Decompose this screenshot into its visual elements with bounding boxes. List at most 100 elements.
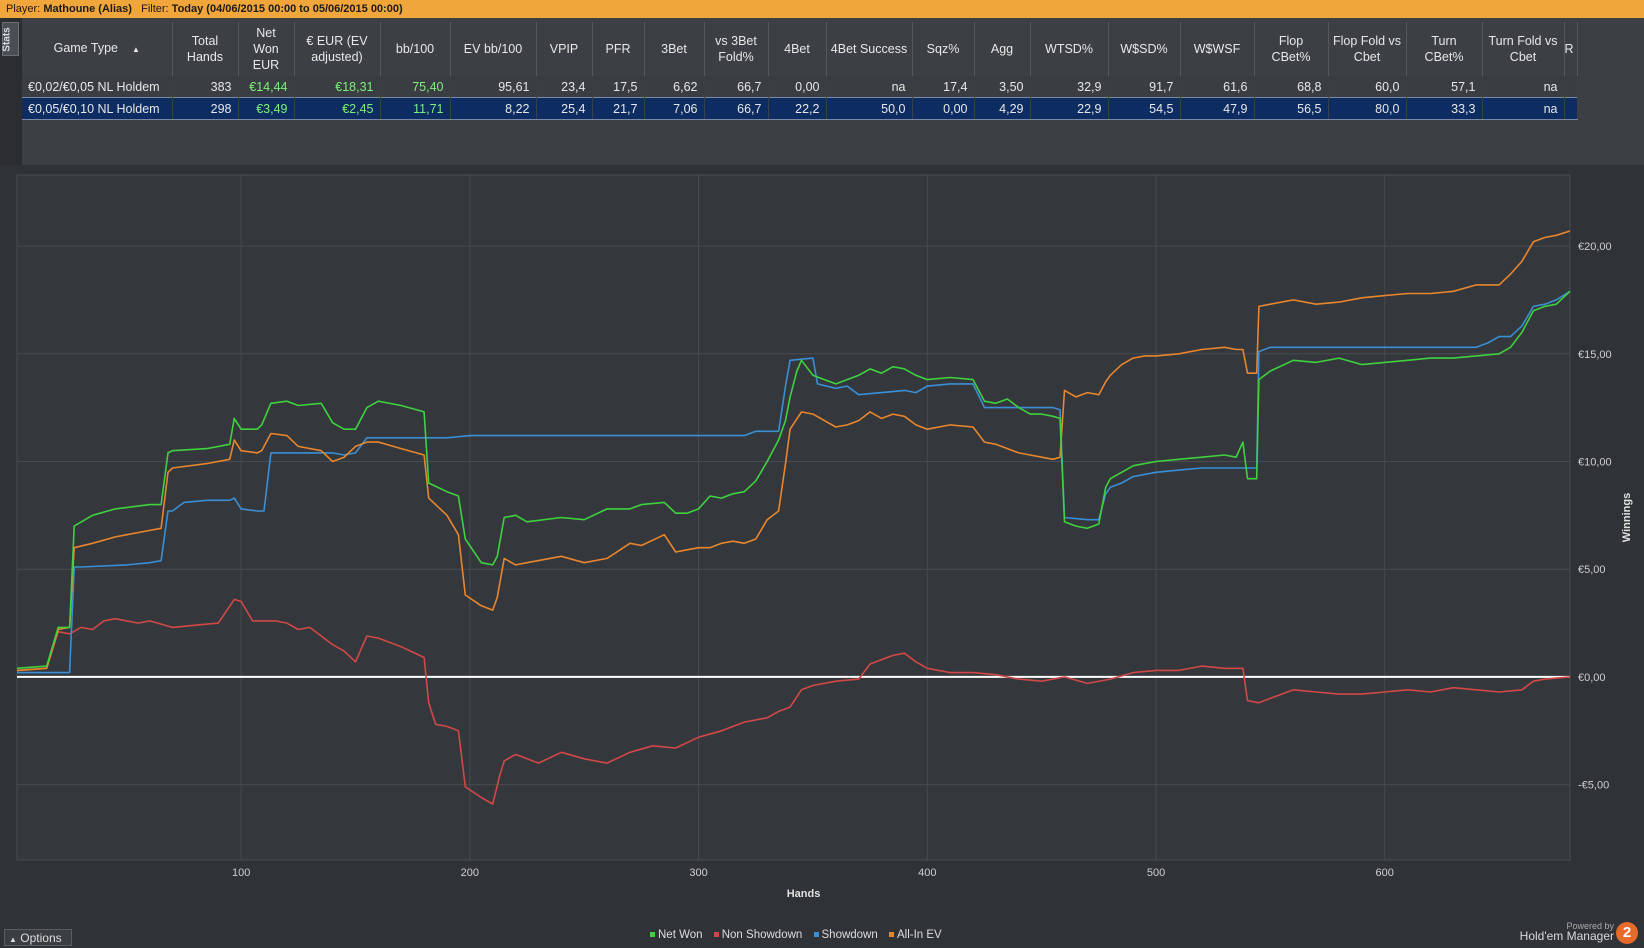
cell: 0,00 [768, 76, 827, 98]
series-line-net-won [16, 290, 1571, 670]
col-header[interactable]: vs 3Bet Fold% [704, 22, 769, 76]
cell: 54,5 [1108, 97, 1181, 120]
col-header[interactable]: Total Hands [172, 22, 239, 76]
cell: 47,9 [1180, 97, 1255, 120]
y-tick-label: €15,00 [1578, 349, 1612, 361]
cell: 66,7 [704, 97, 769, 120]
filter-value[interactable]: Today (04/06/2015 00:00 to 05/06/2015 00… [171, 3, 403, 15]
series-line-non-showdown [16, 598, 1571, 805]
cell: 298 [172, 97, 239, 120]
col-header[interactable]: Sqz% [912, 22, 975, 76]
col-header[interactable]: W$SD% [1108, 22, 1181, 76]
col-header[interactable]: VPIP [536, 22, 593, 76]
cell: 25,4 [536, 97, 593, 120]
cell: 0,00 [912, 97, 975, 120]
cell: 21,7 [592, 97, 645, 120]
col-header[interactable]: Turn Fold vs Cbet [1482, 22, 1565, 76]
x-tick-label: 500 [1147, 867, 1165, 879]
cell: €14,44 [238, 76, 295, 98]
stats-side-tab[interactable]: Stats [2, 22, 19, 56]
col-header[interactable]: WTSD% [1030, 22, 1109, 76]
col-header[interactable]: Flop Fold vs Cbet [1328, 22, 1407, 76]
col-header[interactable]: Net Won EUR [238, 22, 295, 76]
col-header[interactable]: EV bb/100 [450, 22, 537, 76]
cell: 11,71 [380, 97, 451, 120]
col-header[interactable]: 4Bet Success [826, 22, 913, 76]
cell: na [1482, 97, 1565, 120]
x-tick-label: 600 [1376, 867, 1394, 879]
series-line-showdown [17, 290, 1571, 674]
winnings-chart-panel: 100 200 300 400 500 600 €20,00 €15,00 €10,00 €5,0… [0, 165, 1644, 946]
cell: 17,5 [592, 76, 645, 98]
cell: 66,7 [704, 76, 769, 98]
col-header[interactable]: Agg [974, 22, 1031, 76]
brand-name: Hold'em Manager [1519, 929, 1614, 943]
options-button[interactable]: ▲ Options [4, 929, 72, 946]
cell-game-type: €0,02/€0,05 NL Holdem [22, 76, 173, 98]
table-row[interactable]: €0,02/€0,05 NL Holdem 383 €14,44 €18,31 … [22, 76, 1578, 98]
winnings-chart[interactable]: 100 200 300 400 500 600 €20,00 €15,00 €10,00 €5,0… [0, 165, 1644, 925]
hm2-logo-icon: 2 [1616, 922, 1638, 944]
cell: 32,9 [1030, 76, 1109, 98]
legend-item[interactable]: Net Won [650, 929, 703, 941]
player-name[interactable]: Mathoune (Alias) [43, 3, 132, 15]
col-header[interactable]: bb/100 [380, 22, 451, 76]
cell [1564, 97, 1578, 120]
x-tick-label: 100 [232, 867, 250, 879]
cell: 56,5 [1254, 97, 1329, 120]
col-header[interactable]: Flop CBet% [1254, 22, 1329, 76]
cell: 50,0 [826, 97, 913, 120]
cell: 33,3 [1406, 97, 1483, 120]
cell: 80,0 [1328, 97, 1407, 120]
filter-label: Filter: [141, 3, 169, 15]
cell: 383 [172, 76, 239, 98]
cell: 3,50 [974, 76, 1031, 98]
col-header[interactable]: Turn CBet% [1406, 22, 1483, 76]
chevron-up-icon: ▲ [9, 935, 17, 944]
cell: 91,7 [1108, 76, 1181, 98]
cell-game-type: €0,05/€0,10 NL Holdem [22, 97, 173, 120]
cell: na [1482, 76, 1565, 98]
cell: 22,9 [1030, 97, 1109, 120]
cell: 61,6 [1180, 76, 1255, 98]
brand-block: Powered by Hold'em Manager [1519, 921, 1614, 943]
col-header[interactable]: W$WSF [1180, 22, 1255, 76]
options-label: Options [20, 931, 62, 945]
y-tick-label: -€5,00 [1578, 780, 1609, 792]
y-tick-label: €5,00 [1578, 564, 1606, 576]
table-row-selected[interactable]: €0,05/€0,10 NL Holdem 298 €3,49 €2,45 11… [22, 97, 1578, 120]
y-axis-label: Winnings [1621, 493, 1633, 542]
col-header[interactable]: PFR [592, 22, 645, 76]
cell: 68,8 [1254, 76, 1329, 98]
cell: €2,45 [294, 97, 381, 120]
cell: 4,29 [974, 97, 1031, 120]
cell: 6,62 [644, 76, 705, 98]
legend-item[interactable]: All-In EV [888, 929, 942, 941]
col-header[interactable]: 4Bet [768, 22, 827, 76]
col-header[interactable]: Game Type ▲ [22, 22, 173, 76]
cell: 75,40 [380, 76, 451, 98]
cell [1564, 76, 1578, 98]
cell: 95,61 [450, 76, 537, 98]
col-header[interactable]: R [1564, 22, 1578, 76]
brand-powered: Powered by [1566, 921, 1614, 931]
y-tick-label: €0,00 [1578, 672, 1606, 684]
y-tick-label: €20,00 [1578, 241, 1612, 253]
cell: 8,22 [450, 97, 537, 120]
x-tick-label: 400 [918, 867, 936, 879]
legend-swatch-showdown [813, 932, 819, 938]
sort-asc-icon: ▲ [131, 45, 140, 54]
cell: 22,2 [768, 97, 827, 120]
cell: 60,0 [1328, 76, 1407, 98]
chart-legend: Net Won Non Showdown Showdown All-In EV [650, 929, 950, 941]
legend-item[interactable]: Non Showdown [713, 929, 802, 941]
cell: 7,06 [644, 97, 705, 120]
cell: 17,4 [912, 76, 975, 98]
x-tick-label: 200 [461, 867, 479, 879]
legend-item[interactable]: Showdown [813, 929, 878, 941]
plot-area [16, 174, 1571, 861]
cell: na [826, 76, 913, 98]
cell: €3,49 [238, 97, 295, 120]
col-header[interactable]: 3Bet [644, 22, 705, 76]
col-header[interactable]: € EUR (EV adjusted) [294, 22, 381, 76]
